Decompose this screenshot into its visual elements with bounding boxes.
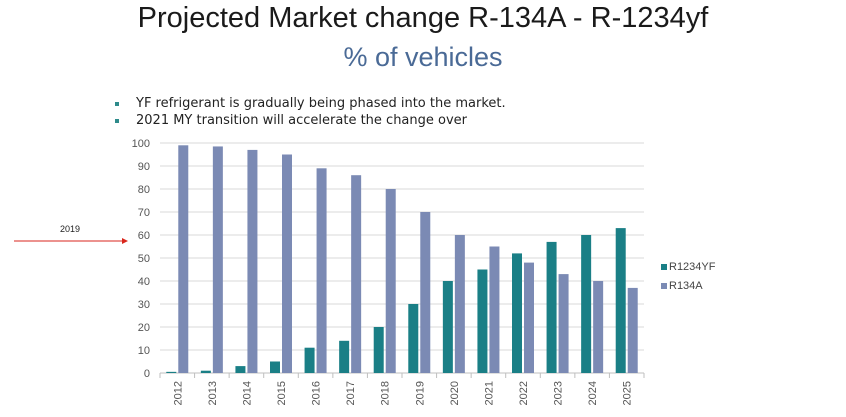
bar-r134a [524,262,534,373]
bar-r134a [212,146,223,373]
bar-r134a [454,235,465,373]
chart-legend: R1234YF R134A [661,257,715,295]
y-tick-label: 80 [138,184,150,196]
bar-r134a [282,154,292,373]
bullet-text: 2021 MY transition will accelerate the c… [136,113,468,128]
x-tick-label: 2014 [241,381,253,405]
bar-r1234yf [546,241,557,373]
bullet-item: 2021 MY transition will accelerate the c… [112,112,506,129]
y-tick-label: 60 [138,230,150,242]
y-tick-label: 90 [138,161,150,173]
bar-r134a [351,175,362,373]
bar-r1234yf [339,340,350,373]
x-tick-label: 2013 [207,381,219,405]
bar-r1234yf [304,347,315,373]
x-tick-label: 2015 [276,381,288,405]
bullet-icon [115,119,119,123]
bar-r1234yf [270,361,280,373]
bar-r1234yf [200,370,211,373]
annotation-label: 2019 [60,224,81,234]
bar-r1234yf [373,327,384,373]
x-tick-label: 2023 [553,381,565,405]
bar-r134a [593,281,604,373]
y-tick-label: 70 [138,207,150,219]
bullet-text: YF refrigerant is gradually being phased… [136,96,506,111]
x-tick-label: 2025 [622,381,634,405]
x-tick-label: 2021 [483,381,495,405]
y-tick-label: 10 [138,345,150,357]
page-subtitle: % of vehicles [343,42,503,72]
annotation-arrow-head [122,238,128,244]
legend-item-r1234yf: R1234YF [661,257,715,276]
y-tick-label: 100 [132,138,150,150]
page-title: Projected Market change R-134A - R-1234y… [137,2,709,34]
bar-r1234yf [512,253,522,373]
bar-r1234yf [581,235,592,373]
x-tick-label: 2017 [345,381,357,405]
bullet-icon [115,102,119,106]
x-tick-label: 2020 [449,381,461,405]
y-tick-label: 20 [138,322,150,334]
bar-r134a [558,274,569,373]
legend-label-r134a: R134A [669,279,703,292]
bar-r134a [316,168,327,373]
x-tick-label: 2024 [587,381,599,405]
x-tick-label: 2012 [172,381,184,405]
bar-r134a [385,189,396,373]
bar-r1234yf [235,366,246,373]
legend-swatch-r1234yf [661,263,667,270]
bar-r1234yf [615,228,626,373]
bar-r134a [420,212,431,373]
bar-r134a [627,287,638,373]
legend-item-r134a: R134A [661,276,715,295]
y-tick-label: 40 [138,276,150,288]
bar-r1234yf [408,304,419,373]
bar-r1234yf [166,371,177,373]
x-tick-label: 2019 [414,381,426,405]
bar-r134a [489,246,500,373]
x-tick-label: 2022 [518,381,530,405]
x-tick-label: 2018 [380,381,392,405]
y-tick-label: 30 [138,299,150,311]
y-tick-label: 0 [144,368,150,380]
x-tick-label: 2016 [311,381,323,405]
y-tick-label: 50 [138,253,150,265]
legend-swatch-r134a [661,282,667,289]
bar-r1234yf [442,281,453,373]
legend-label-r1234yf: R1234YF [669,260,716,273]
bullet-item: YF refrigerant is gradually being phased… [112,95,506,112]
bar-r134a [247,149,258,373]
bar-r1234yf [477,269,488,373]
bar-r134a [178,145,189,373]
bullet-list: YF refrigerant is gradually being phased… [112,95,506,129]
